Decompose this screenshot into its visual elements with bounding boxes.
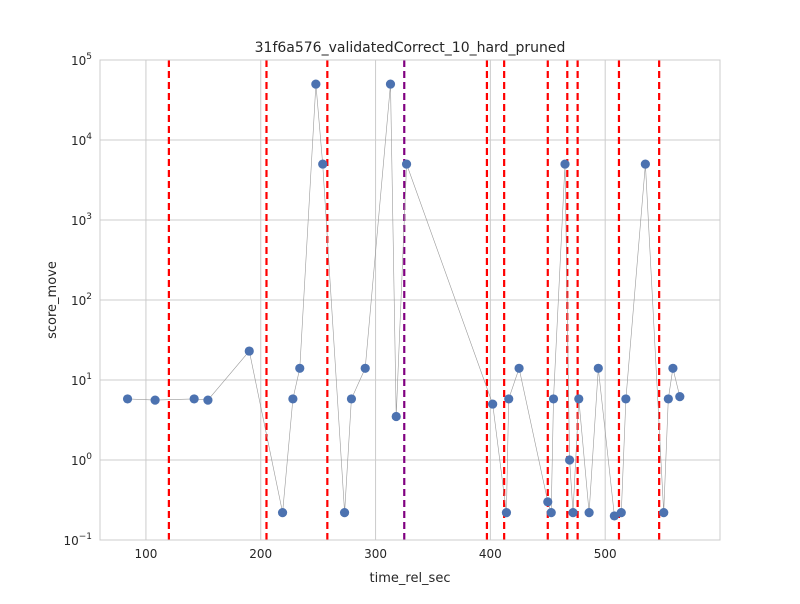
data-point xyxy=(244,346,254,356)
data-point xyxy=(546,508,556,518)
x-tick-label: 300 xyxy=(364,547,387,561)
data-point xyxy=(311,79,321,89)
data-point xyxy=(122,394,133,404)
data-point xyxy=(391,411,401,422)
data-point xyxy=(564,455,575,465)
data-point xyxy=(609,511,619,521)
data-point xyxy=(659,508,669,518)
y-tick-label: 10−1 xyxy=(63,532,92,548)
data-point xyxy=(621,394,631,404)
x-tick-label: 100 xyxy=(134,547,157,561)
data-point xyxy=(318,159,328,169)
y-tick-label: 105 xyxy=(71,52,92,68)
y-tick-exponent: 3 xyxy=(86,212,92,222)
x-tick-label: 400 xyxy=(479,547,502,561)
y-tick-base: 10 xyxy=(71,214,86,228)
data-point xyxy=(277,508,288,518)
y-tick-base: 10 xyxy=(71,454,86,468)
y-tick-label: 104 xyxy=(71,132,92,148)
data-point xyxy=(295,363,305,373)
data-point xyxy=(488,399,498,409)
data-point xyxy=(346,394,357,404)
data-point xyxy=(568,508,578,518)
data-point xyxy=(189,394,199,404)
data-point xyxy=(385,79,396,89)
x-tick-label: 200 xyxy=(249,547,272,561)
data-point xyxy=(514,363,524,373)
y-tick-exponent: 2 xyxy=(86,292,92,302)
grid-lines xyxy=(100,59,720,541)
data-point xyxy=(150,395,160,405)
data-point xyxy=(548,394,559,404)
data-point xyxy=(543,497,553,507)
y-tick-base: 10 xyxy=(63,534,78,548)
y-tick-base: 10 xyxy=(71,294,86,308)
data-point xyxy=(675,392,685,402)
data-point xyxy=(401,159,412,169)
data-point xyxy=(616,508,626,518)
x-tick-labels: 100 200 300 400 500 xyxy=(134,547,616,561)
data-point xyxy=(339,508,350,518)
data-point xyxy=(663,394,673,404)
data-points xyxy=(122,79,685,521)
x-axis-title: time_rel_sec xyxy=(370,571,451,586)
data-point xyxy=(501,508,512,518)
plot-frame xyxy=(99,59,721,541)
data-point xyxy=(560,159,570,169)
chart-title: 31f6a576_validatedCorrect_10_hard_pruned xyxy=(255,40,566,56)
y-tick-exponent: 1 xyxy=(86,372,92,382)
data-point xyxy=(504,394,514,404)
data-point xyxy=(574,394,584,404)
y-tick-exponent: 0 xyxy=(86,452,92,462)
data-point xyxy=(288,394,298,404)
y-tick-label: 100 xyxy=(71,452,92,468)
y-tick-exponent: 5 xyxy=(86,52,92,62)
y-tick-base: 10 xyxy=(71,374,86,388)
y-tick-label: 101 xyxy=(71,372,92,388)
y-tick-label: 102 xyxy=(71,292,92,308)
data-point xyxy=(584,508,594,518)
y-axis-title: score_move xyxy=(45,261,60,339)
data-point xyxy=(640,159,650,169)
y-tick-exponent: 4 xyxy=(86,132,92,142)
x-tick-label: 500 xyxy=(594,547,617,561)
data-point xyxy=(203,395,213,405)
y-tick-exponent: −1 xyxy=(79,532,92,542)
y-tick-base: 10 xyxy=(71,134,86,148)
data-point xyxy=(360,363,370,373)
data-point xyxy=(668,363,678,373)
data-point xyxy=(593,363,603,373)
y-tick-base: 10 xyxy=(71,54,86,68)
y-tick-label: 103 xyxy=(71,212,92,228)
